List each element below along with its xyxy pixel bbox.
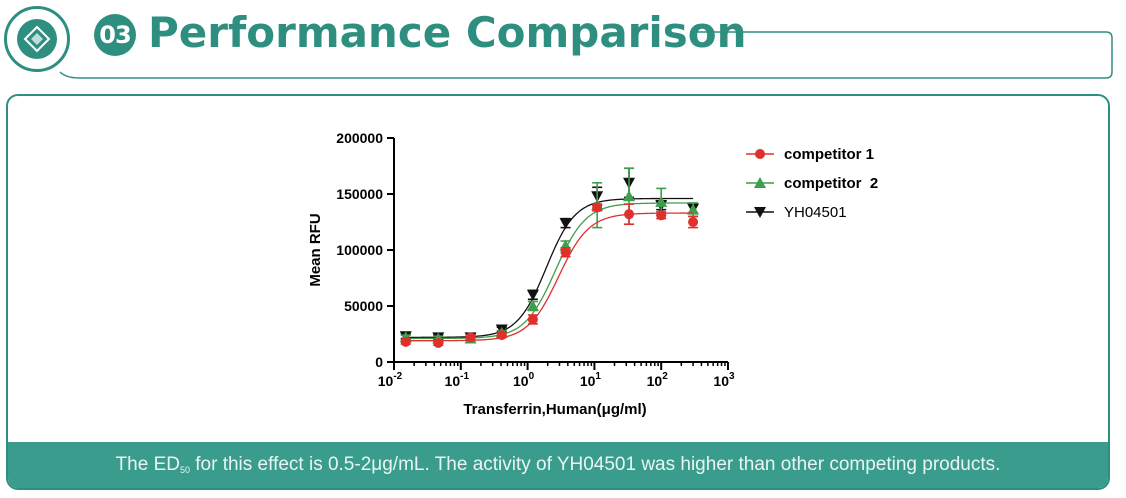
data-point: [623, 190, 636, 202]
data-point: [592, 202, 603, 213]
y-tick-label: 0: [375, 354, 383, 370]
data-point: [526, 300, 539, 311]
x-tick-label: 102: [647, 371, 669, 389]
fit-curve: [405, 202, 694, 340]
content-card: 0 50000 100000 150000 200000 10-2 10-1 100 101 10…: [6, 94, 1110, 490]
legend-label: YH04501: [784, 204, 847, 221]
legend-label: competitor 2: [784, 175, 878, 192]
x-tick-label: 101: [580, 371, 602, 389]
series-1: [399, 167, 700, 344]
data-point: [656, 210, 667, 221]
data-point: [433, 337, 444, 348]
data-point: [559, 218, 572, 230]
legend-marker: [754, 207, 766, 218]
dose-response-chart: 0 50000 100000 150000 200000 10-2 10-1 100 101 10…: [307, 130, 878, 418]
caption-prefix: The ED: [115, 454, 180, 475]
caption-body: for this effect is 0.5-2μg/mL. The activ…: [189, 454, 1001, 475]
legend-marker: [754, 177, 766, 188]
page-title: Performance Comparison: [148, 8, 747, 57]
section-number-badge: 03: [94, 14, 136, 56]
y-tick-label: 100000: [336, 242, 383, 258]
caption-subscript: 50: [179, 465, 190, 475]
legend-marker: [755, 149, 765, 159]
y-tick-label: 200000: [336, 130, 383, 146]
y-axis-label: Mean RFU: [307, 213, 324, 286]
x-tick-label: 10-2: [378, 371, 403, 389]
data-point: [526, 289, 539, 301]
caption-text: The ED50 for this effect is 0.5-2μg/mL. …: [8, 442, 1108, 488]
company-logo: [4, 6, 70, 72]
logo-icon: [17, 19, 57, 59]
x-tick-label: 10-1: [445, 371, 470, 389]
data-point: [496, 330, 507, 341]
x-tick-label: 103: [713, 371, 735, 389]
legend-label: competitor 1: [784, 146, 874, 163]
data-point: [624, 209, 635, 220]
caption-bar: The ED50 for this effect is 0.5-2μg/mL. …: [8, 442, 1108, 488]
y-tick-label: 150000: [336, 186, 383, 202]
header-frame: [59, 31, 1113, 79]
data-point: [560, 247, 571, 258]
series-2: [399, 167, 700, 344]
fit-curve: [405, 212, 694, 342]
data-point: [688, 217, 699, 227]
data-point: [655, 195, 668, 207]
y-tick-label: 50000: [344, 298, 383, 314]
series-0: [400, 202, 699, 348]
data-point: [527, 314, 538, 325]
data-point: [687, 203, 700, 215]
x-tick-label: 100: [513, 371, 535, 389]
fit-curve: [405, 197, 694, 338]
data-point: [400, 336, 411, 347]
data-point: [465, 332, 476, 343]
x-axis-label: Transferrin,Human(μg/ml): [463, 401, 646, 418]
